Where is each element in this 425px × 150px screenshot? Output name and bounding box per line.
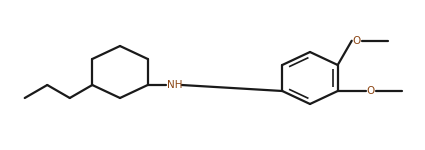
Text: O: O bbox=[367, 86, 375, 96]
Text: NH: NH bbox=[167, 80, 182, 90]
Text: O: O bbox=[353, 36, 361, 46]
